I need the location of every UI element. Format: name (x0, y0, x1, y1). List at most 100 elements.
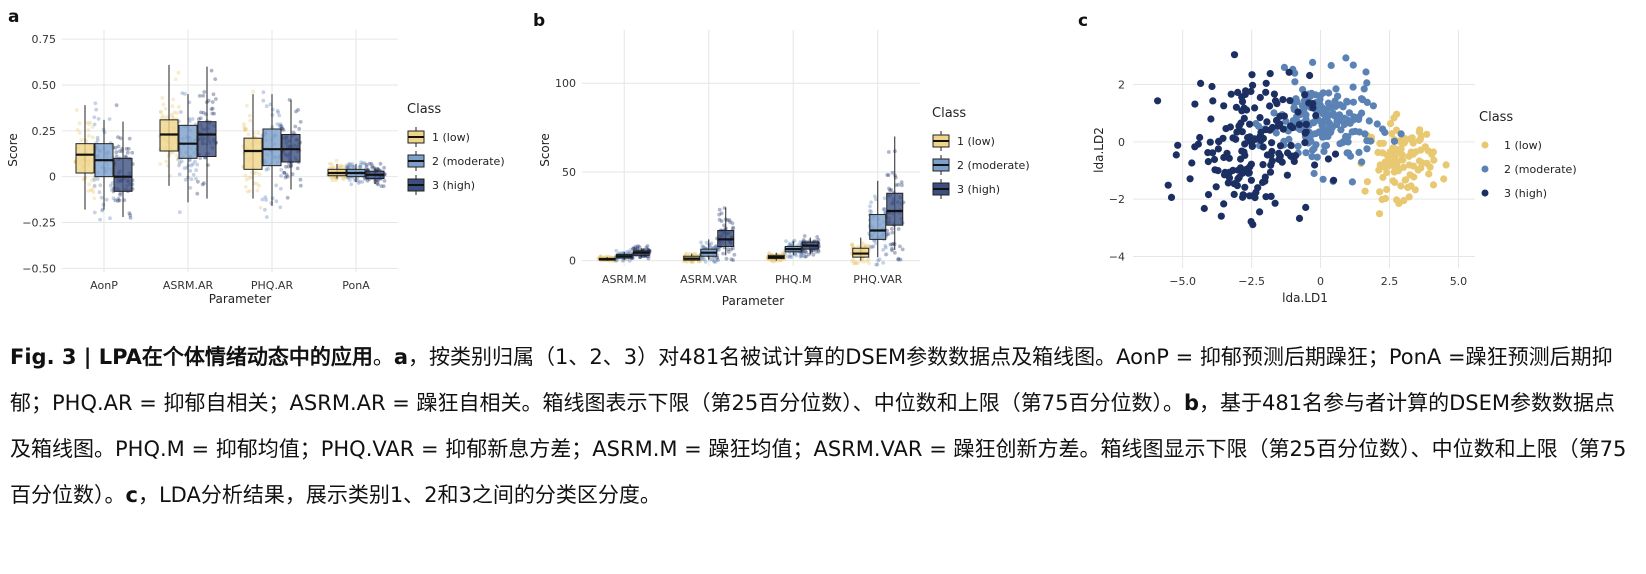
jitter-point (722, 223, 726, 228)
panel-letter-b: b (533, 11, 545, 31)
jitter-point (198, 116, 203, 121)
jitter-point (883, 243, 888, 248)
y-tick-label: −4 (1109, 251, 1125, 264)
jitter-point (98, 217, 102, 222)
jitter-point (294, 109, 298, 114)
jitter-point (248, 118, 253, 123)
jitter-point (251, 89, 256, 94)
jitter-point (161, 102, 166, 107)
jitter-point (194, 176, 198, 181)
scatter-point (1340, 114, 1348, 122)
jitter-point (183, 92, 187, 96)
jitter-point (882, 207, 887, 212)
jitter-point (732, 252, 737, 257)
scatter-point (1415, 136, 1423, 145)
x-tick-label: PHQ.M (775, 273, 812, 286)
scatter-point (1259, 143, 1267, 151)
legend-entry-label: 1 (low) (1504, 139, 1542, 152)
scatter-point (1154, 97, 1162, 105)
scatter-point (1301, 139, 1309, 147)
scatter-point (1310, 169, 1318, 178)
jitter-point (700, 244, 705, 249)
jitter-point (242, 124, 247, 129)
jitter-point (276, 110, 281, 115)
jitter-point (281, 127, 286, 132)
jitter-point (369, 161, 374, 166)
panel-c-tick-labels: −5.0 −2.5 0 2.5 5.0 −4 −2 0 2 (1109, 78, 1467, 288)
jitter-point (264, 167, 269, 172)
jitter-point (768, 258, 773, 262)
scatter-point (1294, 108, 1302, 116)
jitter-point (175, 153, 179, 158)
jitter-point (716, 258, 720, 262)
jitter-point (712, 260, 717, 264)
jitter-point (243, 173, 248, 178)
jitter-point (784, 239, 788, 244)
jitter-point (266, 166, 270, 171)
jitter-point (627, 259, 632, 263)
scatter-point (1402, 176, 1410, 184)
jitter-point (158, 110, 163, 115)
scatter-point (1234, 175, 1242, 183)
scatter-point (1425, 170, 1433, 178)
jitter-point (376, 182, 380, 187)
jitter-point (360, 180, 365, 184)
jitter-point (599, 254, 603, 259)
scatter-point (1280, 63, 1288, 71)
scatter-point (1239, 193, 1247, 201)
jitter-point (206, 98, 211, 103)
panel-b-boxes (598, 136, 904, 261)
jitter-point (263, 207, 267, 212)
jitter-point (264, 104, 269, 109)
jitter-point (81, 177, 86, 182)
jitter-point (375, 167, 380, 172)
scatter-point (1249, 221, 1257, 229)
jitter-point (91, 190, 96, 195)
jitter-point (710, 257, 715, 262)
scatter-point (1241, 140, 1249, 148)
jitter-point (329, 162, 334, 167)
scatter-point (1302, 111, 1310, 119)
jitter-point (201, 93, 206, 98)
jitter-point (196, 179, 200, 184)
scatter-point (1262, 79, 1270, 87)
scatter-point (1224, 179, 1232, 187)
jitter-point (125, 150, 130, 155)
scatter-point (1318, 119, 1326, 128)
jitter-point (853, 260, 858, 265)
jitter-point (614, 248, 619, 253)
jitter-point (869, 210, 874, 214)
jitter-point (375, 166, 380, 171)
scatter-point (1405, 161, 1413, 169)
jitter-point (683, 251, 688, 256)
panel-b-x-axis-title: Parameter (722, 294, 784, 308)
scatter-point (1376, 139, 1384, 147)
jitter-point (177, 172, 182, 177)
jitter-point (282, 170, 287, 175)
x-tick-label: ASRM.VAR (680, 273, 737, 286)
scatter-point (1232, 103, 1240, 111)
jitter-point (114, 154, 119, 159)
jitter-point (92, 122, 97, 127)
jitter-point (95, 135, 100, 140)
jitter-point (160, 96, 165, 100)
jitter-point (260, 197, 265, 202)
jitter-point (355, 178, 360, 183)
jitter-point (77, 131, 82, 136)
jitter-point (270, 196, 275, 201)
scatter-point (1295, 121, 1303, 129)
scatter-point (1266, 102, 1274, 110)
jitter-point (243, 128, 248, 133)
jitter-point (689, 259, 694, 264)
jitter-point (278, 123, 283, 128)
jitter-point (247, 113, 252, 118)
jitter-point (685, 259, 690, 264)
jitter-point (209, 68, 214, 73)
jitter-point (699, 240, 703, 245)
jitter-point (850, 259, 854, 263)
scatter-point (1237, 155, 1245, 163)
jitter-point (375, 178, 380, 183)
jitter-point (296, 108, 300, 112)
box-iqr (197, 121, 217, 157)
jitter-point (92, 115, 97, 120)
